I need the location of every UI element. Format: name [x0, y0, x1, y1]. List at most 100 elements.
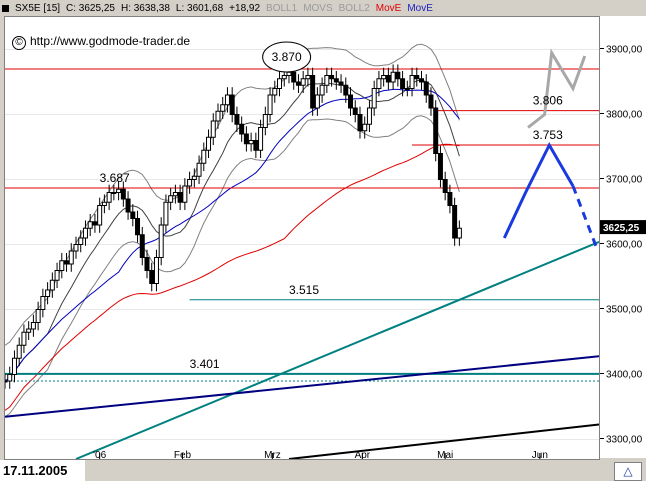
plot-area[interactable]: 3.806 3.753 3.687 3.515 3.401 3.870 '06 Feb Mrz A… [2, 16, 600, 461]
close-value: C: 3625,25 [66, 3, 115, 14]
low-value: L: 3601,68 [175, 3, 224, 14]
price-candle [153, 257, 159, 284]
price-candle [324, 75, 330, 86]
price-candle [414, 75, 420, 80]
y-tick-label: 3500,00 [606, 305, 643, 316]
projection-grey [527, 48, 587, 129]
price-candle [54, 270, 60, 281]
moving-average-red [4, 143, 460, 411]
change-value: +18,92 [229, 3, 261, 14]
price-candle [333, 78, 339, 83]
price-candle [125, 198, 131, 213]
start-date-label: 17.11.2005 [0, 460, 85, 481]
price-candle [163, 201, 169, 226]
price-candle [191, 175, 197, 180]
indicator-move-blue[interactable]: MovE [407, 3, 433, 14]
scroll-arrow-icon[interactable]: △ [614, 462, 642, 481]
price-candle [381, 75, 387, 80]
price-candle [40, 296, 46, 310]
level-label-3.687: 3.687 [100, 171, 130, 185]
price-candle [2, 380, 8, 383]
price-candle [343, 84, 349, 96]
price-candle [120, 188, 126, 200]
moving-average-blue [4, 88, 460, 382]
price-candle [258, 127, 264, 151]
green-trend-line [75, 240, 600, 460]
level-label-3.753: 3.753 [533, 128, 563, 142]
price-candle [281, 75, 287, 80]
price-chart: 3.806 3.753 3.687 3.515 3.401 3.870 '06 Feb Mrz A… [2, 41, 600, 461]
black-trend-line [288, 423, 600, 460]
price-candle [272, 88, 278, 96]
price-candle [97, 205, 103, 226]
price-candle [26, 328, 32, 333]
y-tick-label: 3700,00 [606, 175, 643, 186]
price-candle [234, 114, 240, 125]
price-candle [243, 133, 249, 145]
price-candle [144, 257, 150, 271]
price-candle [295, 81, 301, 86]
price-candle [248, 140, 254, 145]
moving-average-short [4, 79, 460, 382]
price-candle [319, 84, 325, 96]
price-candle [385, 75, 391, 83]
x-tick-label: Mrz [264, 450, 281, 459]
y-tick-label: 3600,00 [606, 240, 643, 251]
indicator-boll1[interactable]: BOLL1 [266, 3, 298, 14]
price-candle [64, 260, 70, 265]
price-candle [305, 75, 311, 80]
level-label-3.401: 3.401 [190, 357, 220, 371]
projection-blue-solid [502, 141, 575, 239]
chart-header: SX5E [15] C: 3625,25 H: 3638,38 L: 3601,68 +… [0, 0, 646, 18]
price-candle [291, 71, 297, 83]
price-candle [187, 179, 193, 187]
price-candle [267, 94, 273, 115]
price-candle [11, 357, 17, 375]
price-candle [168, 195, 174, 203]
level-oval-3.870 [262, 41, 312, 73]
blue-trend-line [4, 355, 600, 418]
price-candle [314, 94, 320, 109]
x-tick-label: Apr [355, 450, 371, 459]
indicator-movs[interactable]: MOVS [303, 3, 333, 14]
price-candle [139, 234, 145, 258]
price-candle [149, 270, 155, 284]
indicator-boll2[interactable]: BOLL2 [338, 3, 370, 14]
price-candle [210, 120, 216, 138]
price-candle [106, 192, 112, 203]
price-candle [409, 75, 415, 89]
price-axis-svg: 3300,00 3400,00 3500,00 3600,00 3700,00 3800,… [600, 45, 646, 446]
y-tick-label: 3300,00 [606, 435, 643, 446]
price-axis: 3300,00 3400,00 3500,00 3600,00 3700,00 3800,… [600, 16, 646, 458]
price-candle [21, 331, 27, 346]
y-tick-label: 3800,00 [606, 110, 643, 121]
price-candle [196, 162, 202, 177]
footer-bar: 17.11.2005 △ [0, 460, 646, 481]
price-candle [437, 153, 443, 180]
last-price-label: 3625,25 [603, 223, 640, 234]
price-candle [229, 94, 235, 115]
price-candle [82, 227, 88, 239]
price-candle [172, 192, 178, 197]
price-candle [400, 78, 406, 89]
copyright-icon: © [12, 36, 26, 50]
price-candle [404, 88, 410, 90]
price-candle [456, 227, 462, 239]
price-candle [300, 78, 306, 86]
level-label-3.806: 3.806 [533, 94, 563, 108]
price-candle [442, 179, 448, 193]
level-label-3.870: 3.870 [272, 50, 302, 64]
price-candle [7, 374, 13, 382]
indicator-move-red[interactable]: MovE [375, 3, 402, 14]
price-candle [177, 192, 183, 203]
price-candle [357, 114, 363, 132]
price-candle [262, 114, 268, 128]
price-candle [352, 107, 358, 115]
price-candle [239, 123, 245, 135]
y-tick-label: 3900,00 [606, 45, 643, 56]
price-candle [68, 250, 74, 265]
price-candle [220, 104, 226, 112]
price-candle [376, 78, 382, 89]
price-candle [286, 71, 292, 76]
